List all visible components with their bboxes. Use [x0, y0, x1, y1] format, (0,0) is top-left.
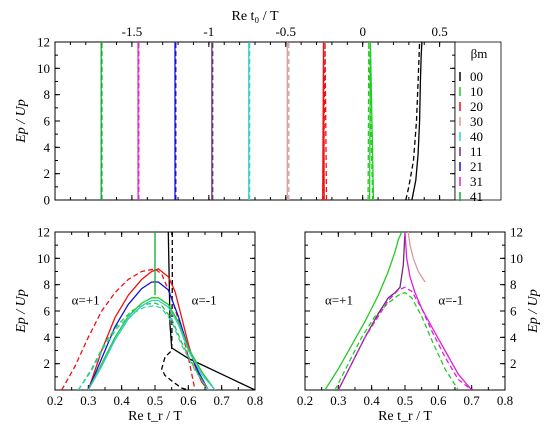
x-tick-label: 0.5	[431, 24, 447, 39]
y-tick-label: 8	[510, 277, 517, 292]
plot-frame	[304, 231, 506, 391]
series-20-solid	[322, 42, 325, 200]
legend-label-00: 00	[470, 69, 483, 84]
x-tick-label: 0.5	[397, 393, 413, 408]
series-31-solid	[404, 232, 473, 390]
y-tick-label: 0	[44, 193, 51, 208]
legend-label-41: 41	[470, 189, 483, 204]
x-tick-label: 0.6	[430, 393, 447, 408]
x-tick-label: 0.3	[80, 393, 96, 408]
x-tick-label: -1.5	[122, 24, 143, 39]
x-tick-label: 0.8	[497, 393, 513, 408]
y-tick-label: 4	[44, 140, 51, 155]
y-tick-label: 6	[44, 114, 51, 129]
y-tick-label: 8	[44, 87, 51, 102]
y-tick-label: 4	[44, 330, 51, 345]
y-tick-label: 8	[44, 277, 51, 292]
legend-label-31: 31	[470, 174, 483, 189]
y-axis-label: Ep / Up	[526, 289, 541, 334]
annotation-alpha-minus: α=-1	[192, 292, 217, 307]
series-10-solid	[368, 42, 375, 200]
legend-label-40: 40	[470, 129, 483, 144]
y-tick-label: 10	[37, 251, 50, 266]
series-31-dashed	[337, 286, 473, 390]
x-tick-label: 0.5	[147, 393, 163, 408]
panel-3: 0.2 0.3 0.4 0.5 0.6 0.7 0.8 2 4 6 8 10 12 Re t_r / T E…	[297, 225, 541, 425]
x-tick-label: 0.3	[330, 393, 346, 408]
series-00-solid	[411, 42, 423, 200]
y-tick-label: 12	[37, 35, 50, 50]
y-tick-label: 6	[510, 304, 517, 319]
x-tick-label: 0.2	[297, 393, 313, 408]
x-tick-label: 0.8	[247, 393, 263, 408]
legend-label-30: 30	[470, 114, 483, 129]
y-tick-label: 12	[37, 225, 50, 240]
series-30-solid	[407, 232, 426, 283]
series-00-solid	[167, 232, 255, 390]
data-layer	[100, 42, 423, 200]
x-axis-label: Re t₀ / T	[231, 9, 278, 24]
x-axis-label: Re t_r / T	[128, 409, 182, 424]
series-11-solid	[337, 232, 406, 390]
panel-2: 0.2 0.3 0.4 0.5 0.6 0.7 0.8 2 4 6 8 10 12 Re t_r / T E…	[14, 225, 263, 425]
series-10-solid	[324, 232, 403, 390]
y-tick-label: 12	[510, 225, 523, 240]
legend-label-20: 20	[470, 99, 483, 114]
plot-frame	[54, 41, 456, 201]
legend-title: βm	[471, 46, 488, 61]
series-21-solid	[87, 281, 209, 390]
y-tick-label: 4	[510, 330, 517, 345]
y-tick-label: 6	[44, 304, 51, 319]
y-tick-label: 2	[44, 356, 51, 371]
series-20-solid	[87, 268, 209, 390]
annotation-alpha-plus: α=+1	[325, 292, 353, 307]
y-axis-label: Ep / Up	[14, 99, 29, 144]
x-axis-label: Re t_r / T	[378, 409, 432, 424]
legend-label-21: 21	[470, 159, 483, 174]
panel-1: -1.5 -1 -0.5 0 0.5 0 2 4 6 8 10 12 Re t₀ / T Ep / Up β…	[14, 9, 502, 208]
x-tick-label: 0.4	[364, 393, 381, 408]
annotation-alpha-minus: α=-1	[438, 292, 463, 307]
series-20-dashed	[61, 268, 196, 390]
y-tick-label: 2	[510, 356, 517, 371]
x-tick-label: 0	[359, 24, 366, 39]
x-tick-label: 0.2	[47, 393, 63, 408]
x-tick-label: 0.4	[114, 393, 131, 408]
legend-label-10: 10	[470, 84, 483, 99]
data-layer	[61, 232, 255, 390]
legend-label-11: 11	[470, 144, 483, 159]
y-tick-label: 10	[510, 251, 523, 266]
x-tick-label: 0.6	[180, 393, 197, 408]
series-40-dashed	[77, 305, 209, 390]
series-00-dashed	[405, 42, 421, 200]
series-40-solid	[87, 299, 216, 390]
y-tick-label: 10	[37, 61, 50, 76]
series-20-dashed	[322, 42, 328, 200]
series-00-dashed	[161, 232, 189, 390]
legend-frame	[454, 41, 502, 201]
x-tick-label: -1	[203, 24, 214, 39]
series-10-dashed	[77, 302, 209, 390]
y-tick-label: 2	[44, 166, 51, 181]
annotation-alpha-plus: α=+1	[72, 292, 100, 307]
x-tick-label: 0.7	[214, 393, 231, 408]
y-axis-label: Ep / Up	[14, 289, 29, 334]
data-layer	[324, 232, 473, 390]
x-tick-label: -0.5	[275, 24, 296, 39]
series-10-solid	[87, 297, 216, 390]
x-tick-label: 0.7	[464, 393, 481, 408]
series-10-dashed	[367, 42, 374, 200]
